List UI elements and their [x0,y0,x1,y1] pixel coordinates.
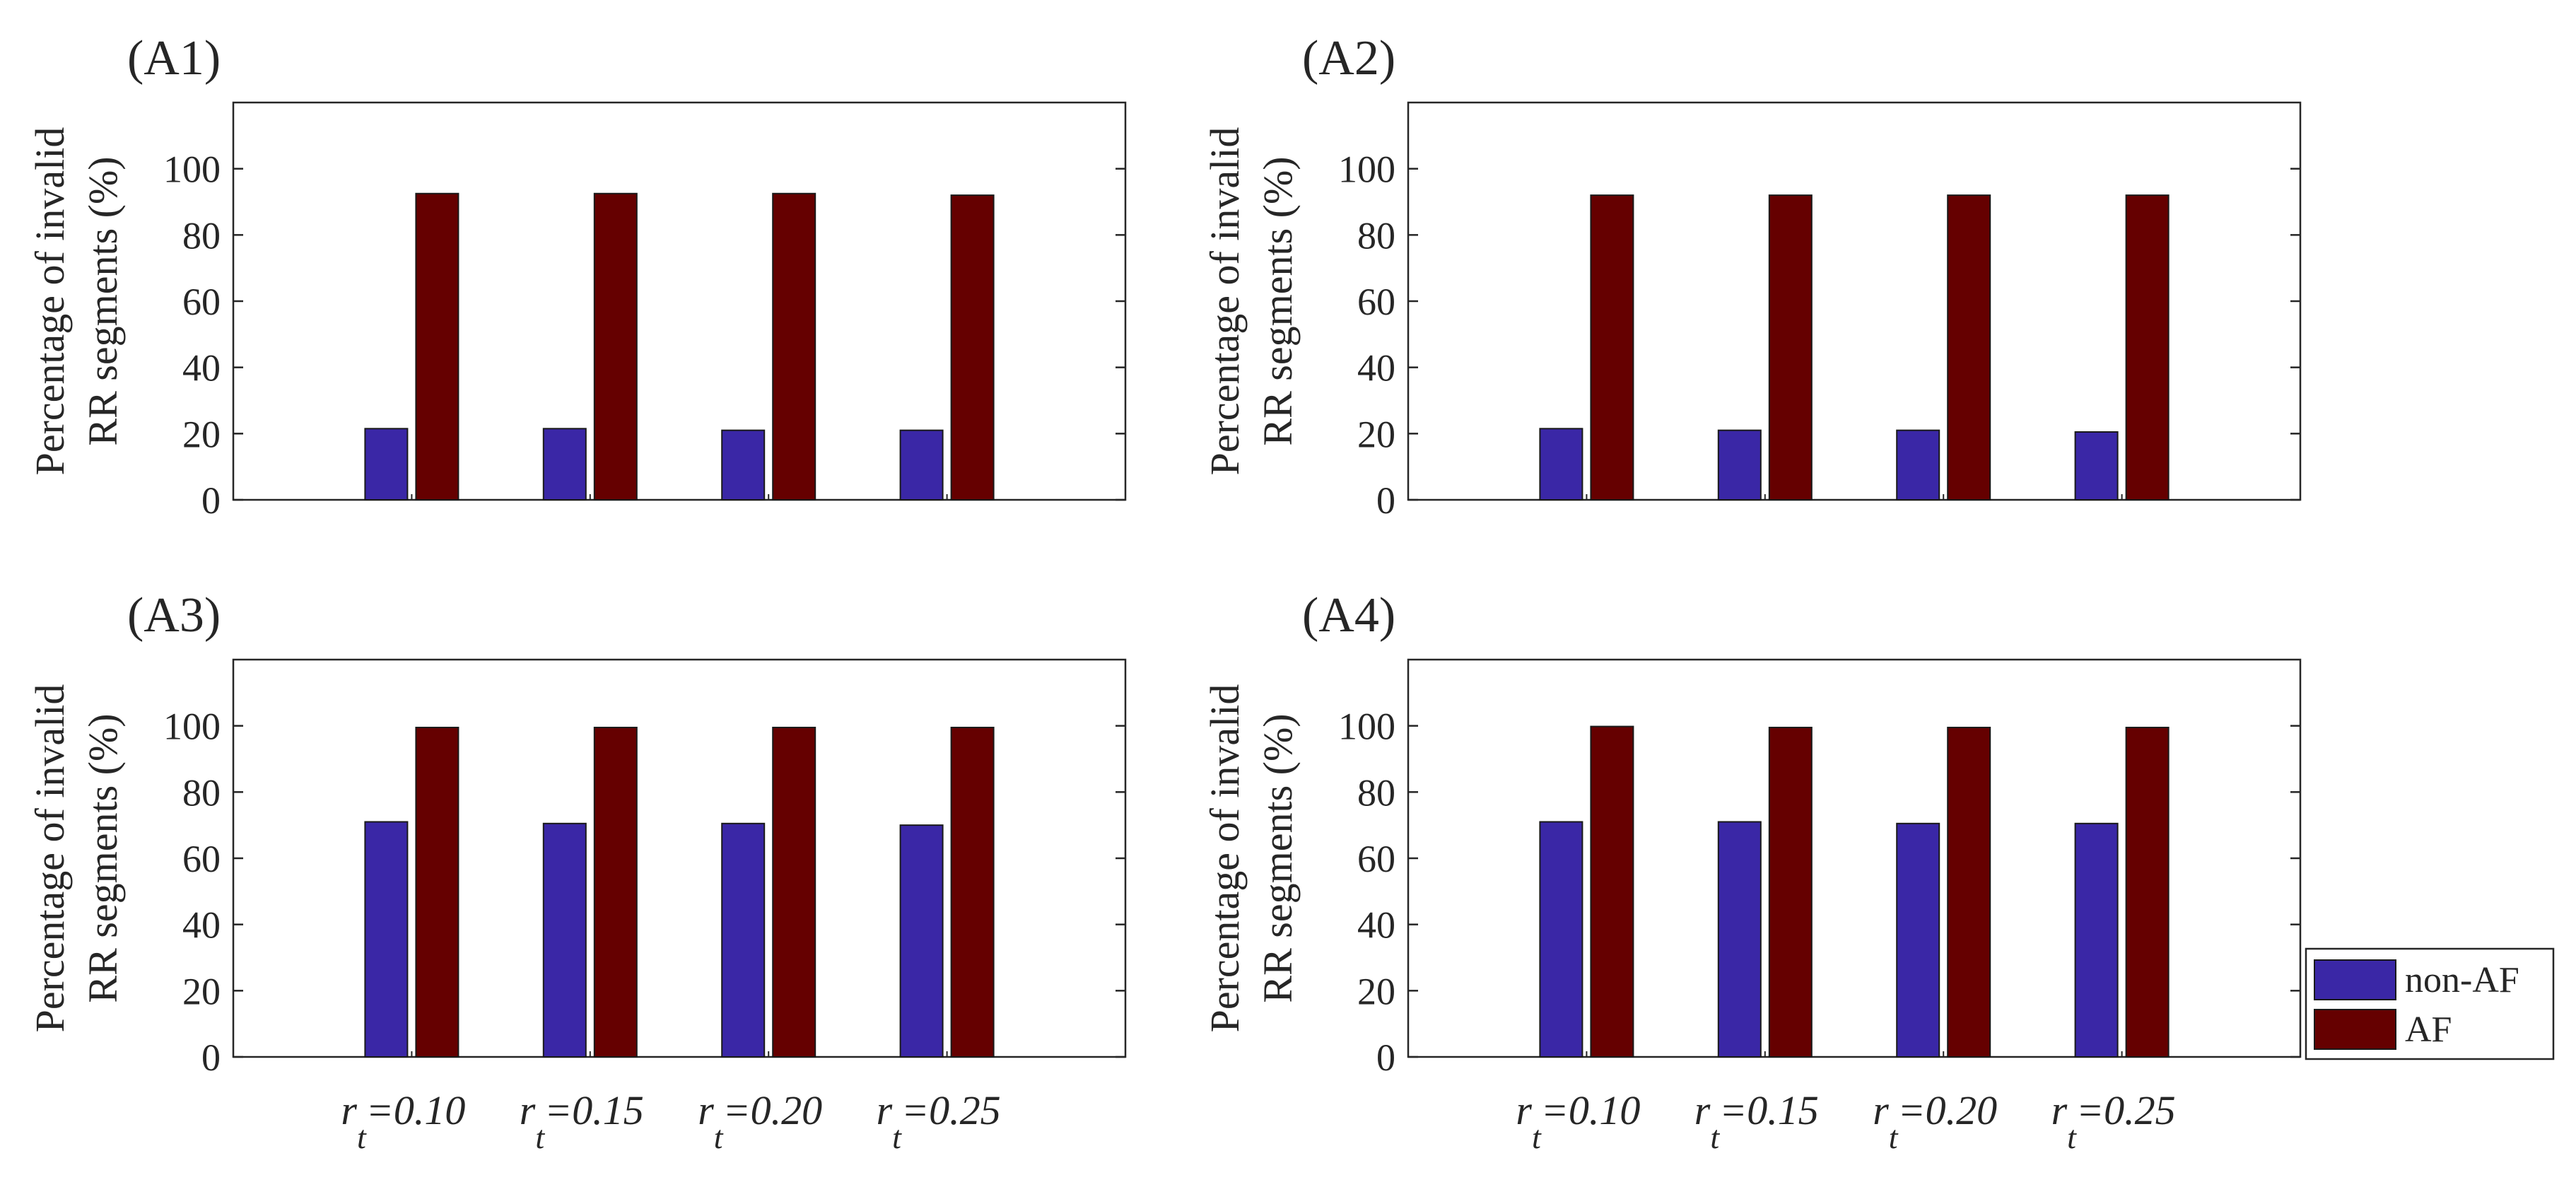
bar-non-af [2074,822,2119,1058]
bar-non-af [899,429,944,501]
y-tick-label: 100 [1338,706,1395,748]
x-tick-label: rt=0.15 [1694,1087,1819,1155]
legend-swatch-af [2314,1009,2396,1050]
bar-af [1590,194,1634,501]
bar-non-af [542,822,587,1058]
y-axis-title-line2: RR segments (%) [1255,713,1301,1002]
y-axis-title-line1: Percentage of invalid [27,127,73,476]
x-tick-label: rt=0.10 [1516,1087,1640,1155]
y-tick-label: 0 [1376,479,1395,522]
y-tick-label: 100 [163,148,221,191]
bar-non-af [899,824,944,1058]
x-tick-label: rt=0.25 [877,1087,1001,1155]
bar-af [772,192,816,501]
y-tick-label: 40 [182,904,221,947]
y-tick-label: 20 [182,970,221,1012]
bar-af [2125,727,2170,1058]
bar-non-af [364,821,409,1058]
y-tick-label: 0 [1376,1036,1395,1079]
bar-non-af [721,822,766,1058]
y-axis-title-line2: RR segments (%) [80,713,126,1002]
bar-non-af [1896,429,1940,501]
chart-panel: (A4) 0 20 40 60 80 100 Percentage of invalid RR … [1202,588,2302,1155]
x-tick-label: rt=0.10 [341,1087,465,1155]
y-tick-label: 40 [1357,347,1395,390]
legend-swatch-non-af [2314,959,2396,1000]
bar-af [415,192,459,501]
bar-af [950,727,995,1058]
bar-af [950,194,995,501]
panel-label: (A4) [1302,588,1395,643]
bar-non-af [1539,821,1583,1058]
bar-af [415,727,459,1058]
y-tick-label: 60 [182,281,221,323]
bar-non-af [721,429,766,501]
x-tick-label: rt=0.25 [2051,1087,2176,1155]
bar-non-af [1896,822,1940,1058]
bar-non-af [542,428,587,501]
x-tick-label: rt=0.20 [698,1087,822,1155]
chart-panel: (A2) 0 20 40 60 80 100 Percentage of invalid RR … [1202,31,2302,522]
panel-label: (A1) [127,31,221,86]
y-axis-title-line1: Percentage of invalid [27,684,73,1033]
panel-label: (A3) [127,588,221,643]
bar-non-af [364,428,409,501]
x-tick-label: rt=0.15 [520,1087,644,1155]
y-tick-label: 40 [182,347,221,390]
y-tick-label: 0 [201,1036,221,1079]
bar-af [593,727,638,1058]
bar-af [2125,194,2170,501]
y-tick-label: 40 [1357,904,1395,947]
bar-non-af [1717,429,1762,501]
y-axis-title-line2: RR segments (%) [80,156,126,445]
y-tick-label: 0 [201,479,221,522]
panel-label: (A2) [1302,31,1395,86]
bar-af [1590,725,1634,1058]
y-tick-label: 80 [1357,214,1395,257]
y-tick-label: 60 [1357,838,1395,880]
x-tick-label: rt=0.20 [1873,1087,1997,1155]
bar-non-af [2074,431,2119,501]
chart-panel: (A3) 0 20 40 60 80 100 Percentage of invalid RR … [27,588,1127,1155]
bar-af [1947,194,1991,501]
y-tick-label: 80 [182,771,221,814]
bar-non-af [1717,821,1762,1058]
y-axis-title-line1: Percentage of invalid [1202,684,1248,1033]
chart-panel: (A1) 0 20 40 60 80 100 Percentage of invalid RR … [27,31,1127,522]
y-tick-label: 60 [182,838,221,880]
legend-label-af: AF [2405,1010,2452,1050]
y-tick-label: 60 [1357,281,1395,323]
y-tick-label: 80 [1357,771,1395,814]
bar-af [593,192,638,501]
bar-non-af [1539,428,1583,501]
bar-af [1768,727,1813,1058]
y-tick-label: 100 [163,706,221,748]
bar-af [1768,194,1813,501]
y-tick-label: 80 [182,214,221,257]
bar-af [1947,727,1991,1058]
y-axis-title-line1: Percentage of invalid [1202,127,1248,476]
y-tick-label: 20 [1357,413,1395,455]
y-tick-label: 20 [182,413,221,455]
legend-label-non-af: non-AF [2405,960,2519,1000]
y-tick-label: 20 [1357,970,1395,1012]
legend: non-AF AF [2305,947,2555,1060]
bar-af [772,727,816,1058]
y-tick-label: 100 [1338,148,1395,191]
y-axis-title-line2: RR segments (%) [1255,156,1301,445]
